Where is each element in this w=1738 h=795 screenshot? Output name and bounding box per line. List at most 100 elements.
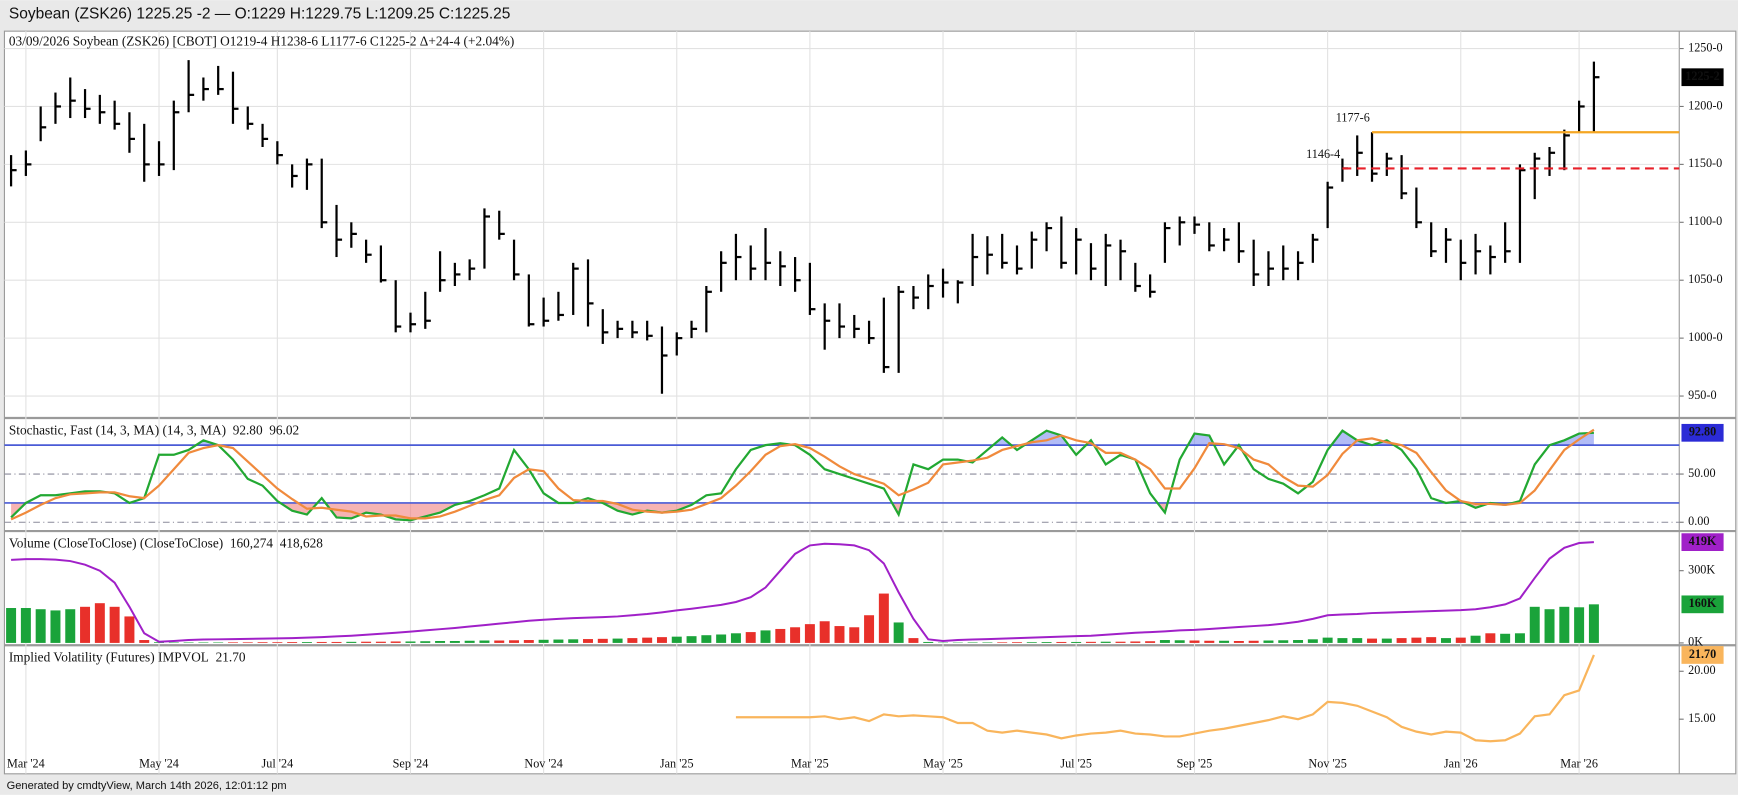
x-tick-label: Jul '25 (1060, 757, 1092, 771)
volume-bar (316, 641, 327, 643)
plot-frame (3, 30, 1737, 775)
level-label: 1177-6 (1336, 111, 1370, 125)
x-tick-label: Mar '26 (1560, 757, 1598, 771)
volume-bar (1588, 604, 1599, 643)
volume-bar (1189, 640, 1200, 643)
volume-bar (1381, 638, 1392, 643)
volume-bar (701, 635, 712, 643)
volume-bar (583, 639, 593, 643)
volume-bar (464, 640, 475, 643)
volume-bar (908, 638, 919, 643)
y-tick-label: 20.00 (1688, 663, 1715, 677)
volume-bar (346, 641, 357, 643)
legend-value: 21.70 (216, 650, 246, 665)
volume-bar (375, 641, 386, 643)
volume-bar (656, 637, 667, 643)
volume-bar (1041, 642, 1052, 643)
volume-bar (849, 627, 860, 643)
volume-bar (834, 626, 845, 643)
axis-value-label: 160K (1689, 596, 1717, 610)
volume-bar (1115, 641, 1126, 643)
x-tick-label: Mar '25 (791, 757, 829, 771)
volume-bar (686, 636, 697, 643)
volume-bar (730, 633, 741, 643)
volume-bar (1544, 609, 1555, 643)
volume-bar (760, 630, 771, 643)
volume-bar (568, 639, 579, 643)
axis-value-label: 92.80 (1689, 425, 1716, 439)
volume-bar (1529, 606, 1540, 643)
volume-bar (923, 641, 934, 643)
x-tick-label: Jul '24 (262, 757, 294, 771)
x-tick-label: Mar '24 (7, 757, 45, 771)
legend-value: 160,274 (230, 535, 274, 550)
y-tick-label: 0.00 (1688, 514, 1709, 528)
y-tick-label: 1200-0 (1688, 98, 1723, 112)
axis-value-box (1681, 595, 1724, 614)
volume-bar (1085, 641, 1096, 643)
y-tick-label: 1250-0 (1688, 40, 1723, 54)
volume-bar (390, 641, 401, 643)
volume-bar (50, 610, 61, 643)
axis-value-label: 21.70 (1689, 647, 1716, 661)
volume-bar (1514, 633, 1525, 643)
volume-bar (597, 638, 608, 643)
volume-bar (449, 640, 460, 643)
series-line (735, 654, 1595, 743)
volume-bar (272, 642, 283, 643)
volume-bar (139, 640, 150, 643)
volume-bar (716, 634, 727, 643)
x-tick-label: May '24 (139, 757, 179, 771)
volume-bar (1233, 640, 1244, 643)
y-tick-label: 1050-0 (1688, 272, 1723, 286)
volume-bar (1056, 641, 1067, 643)
y-tick-label: 1150-0 (1688, 156, 1722, 170)
volume-bar (479, 640, 490, 643)
volume-bar (6, 608, 17, 643)
oversold-fill (11, 502, 1594, 521)
volume-bar (553, 639, 564, 643)
volume-bar (494, 640, 505, 643)
y-tick-label: 0K (1688, 635, 1703, 649)
volume-bar (1411, 637, 1422, 643)
volume-bar (1130, 641, 1141, 643)
volume-bar (20, 608, 31, 643)
volume-bar (331, 641, 342, 643)
volume-bar (790, 627, 801, 643)
axis-value-box (1681, 68, 1724, 87)
volume-bar (287, 642, 298, 643)
volume-bar (80, 606, 91, 643)
volume-bar (1145, 641, 1156, 643)
x-tick-label: May '25 (923, 757, 963, 771)
volume-bar (124, 616, 135, 643)
series-line (10, 428, 1595, 521)
volume-bar (1248, 640, 1259, 643)
volume-bar (1337, 638, 1348, 643)
volume-bar (819, 621, 830, 643)
volume-bar (405, 641, 416, 643)
volume-bar (642, 637, 653, 643)
volume-bar (1367, 638, 1378, 643)
volume-bar (1071, 641, 1082, 643)
header-title: Soybean (ZSK26) 1225.25 -2 — O:1229 H:12… (9, 6, 511, 23)
volume-bar (1500, 633, 1511, 643)
volume-bar (109, 606, 120, 643)
x-tick-label: Jan '26 (1444, 757, 1478, 771)
volume-bar (1559, 606, 1570, 643)
y-tick-label: 1100-0 (1688, 214, 1722, 228)
volume-bar (1307, 639, 1318, 643)
volume-bar (435, 640, 446, 643)
axis-value-box (1681, 533, 1724, 552)
x-tick-label: Sep '25 (1177, 757, 1213, 771)
footer: Generated by cmdtyView, March 14th 2026,… (7, 780, 287, 792)
axis-value-label: 1225-2 (1685, 69, 1720, 83)
volume-bar (1322, 637, 1333, 643)
legend-value: 92.80 (233, 422, 263, 437)
volume-bar (1100, 641, 1111, 643)
series-line (10, 429, 1594, 522)
volume-bar (1278, 640, 1289, 643)
volume-bar (612, 638, 623, 643)
volume-bar (523, 640, 534, 643)
volume-bar (242, 642, 253, 643)
